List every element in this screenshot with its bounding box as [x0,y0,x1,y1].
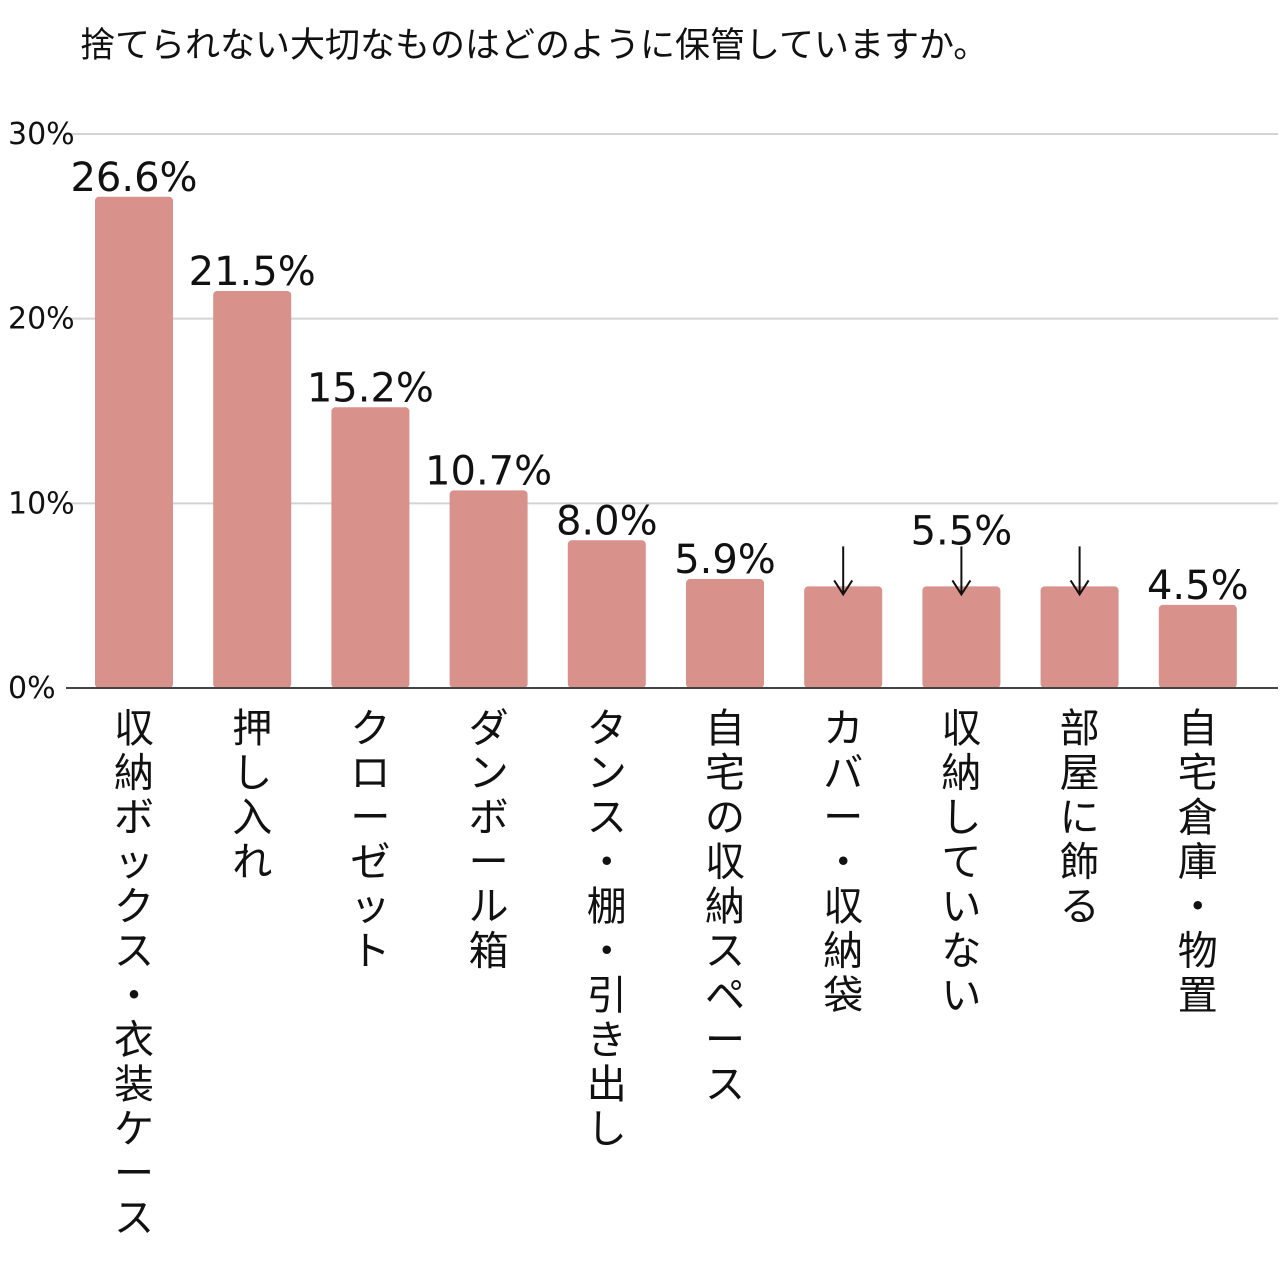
value-label-9: 4.5% [1147,563,1249,609]
bar-5 [686,579,764,688]
category-label-8: 部屋に飾る [1060,706,1100,930]
y-tick-label-20: 20% [8,302,75,337]
y-tick-label-0: 0% [8,671,56,706]
value-label-5: 5.9% [674,537,776,583]
bar-6 [804,586,882,688]
bar-7 [922,586,1000,688]
bar-8 [1041,586,1119,688]
y-tick-label-30: 30% [8,117,75,152]
category-label-3: ダンボール箱 [469,706,509,975]
chart-title: 捨てられない大切なものはどのように保管していますか。 [80,26,988,66]
value-label-6: ↓ [826,508,860,554]
y-tick-label-10: 10% [8,486,75,521]
y-axis-ticks: 0% 10% 20% 30% [8,117,75,706]
category-label-4: タンス・棚・引き出し [587,706,627,1153]
value-label-4: 8.0% [556,498,658,544]
bar-2 [331,407,409,688]
category-label-5: 自宅の収納スペース [705,706,745,1108]
bar-9 [1159,605,1237,688]
bar-1 [213,291,291,688]
value-label-8: ↓ [1063,508,1097,554]
value-label-0: 26.6% [70,155,197,201]
value-label-2: 15.2% [307,365,434,411]
value-label-7: 5.5% [911,508,1013,554]
category-label-6: カバー・収納袋 [823,706,863,1019]
bar-4 [568,540,646,688]
bar-0 [95,197,173,688]
category-label-7: 収納していない [941,706,981,1019]
category-labels: 収納ボックス・衣装ケース 押し入れ クローゼット ダンボール箱 タンス・棚・引き出し 自宅… [114,706,1218,1242]
category-label-9: 自宅倉庫・物置 [1178,706,1218,1019]
value-label-3: 10.7% [425,448,552,494]
category-label-0: 収納ボックス・衣装ケース [114,706,154,1242]
category-label-1: 押し入れ [232,706,272,886]
bar-3 [450,490,528,688]
value-label-1: 21.5% [189,249,316,295]
category-label-2: クローゼット [350,706,390,975]
